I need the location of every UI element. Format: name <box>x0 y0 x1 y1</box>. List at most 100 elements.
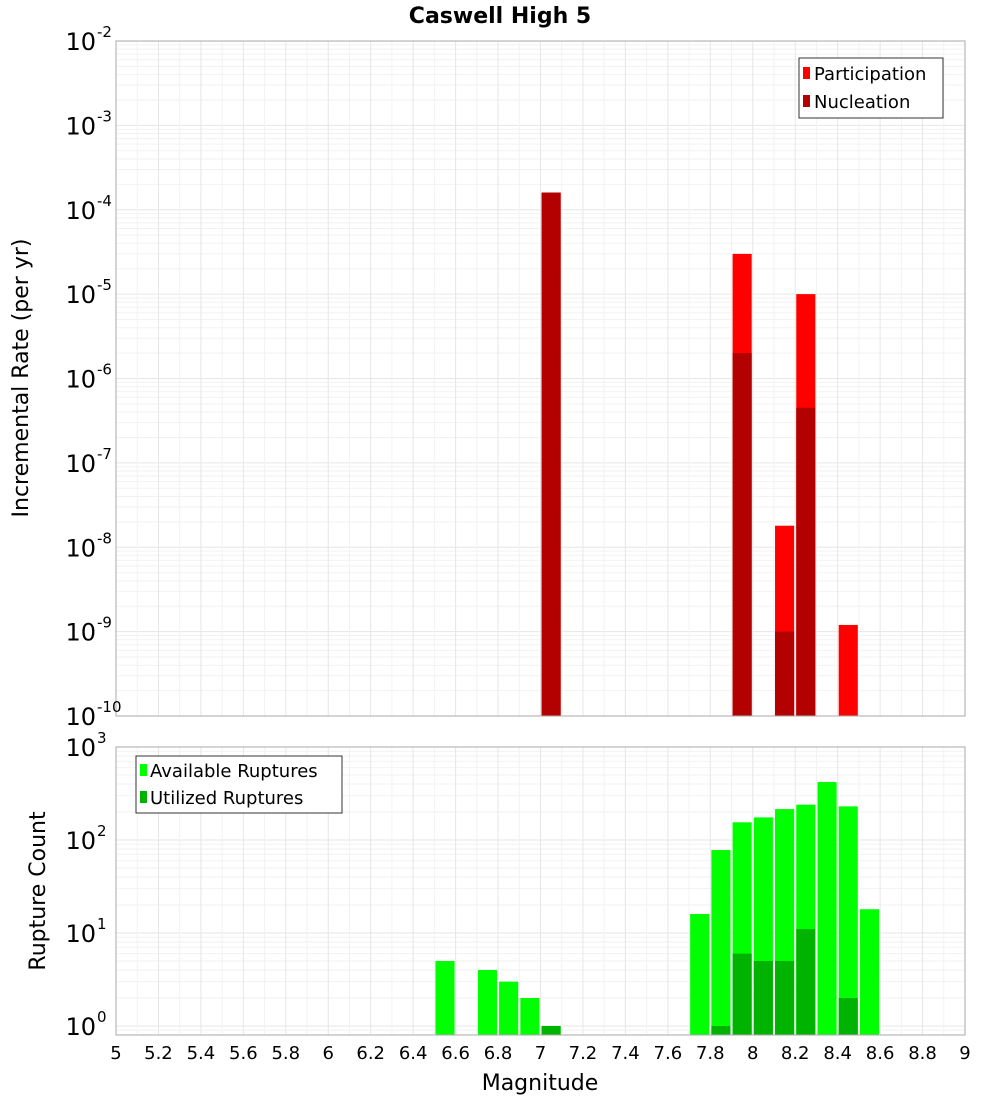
y-tick-base: 10 <box>65 534 96 562</box>
top-legend: Participation Nucleation <box>798 57 944 119</box>
y-tick-exponent: -5 <box>97 276 112 294</box>
x-tick-label: 7.6 <box>654 1043 683 1064</box>
y-tick-base: 10 <box>65 197 96 225</box>
y-tick-exponent: -4 <box>97 192 112 210</box>
bottom-bar-utilized-ruptures <box>753 960 773 1035</box>
legend-swatch-participation <box>803 67 810 79</box>
top-legend-box <box>798 57 944 119</box>
x-tick-label: 6.2 <box>356 1043 385 1064</box>
bottom-plot-frame <box>115 746 966 1036</box>
y-tick-label: 10 -4 <box>65 192 112 225</box>
top-bar-nucleation <box>775 631 795 716</box>
legend-label-available-ruptures: Available Ruptures <box>150 761 318 782</box>
bottom-bar-available-ruptures <box>711 850 731 1035</box>
legend-label-participation: Participation <box>814 64 926 85</box>
y-tick-base: 10 <box>65 366 96 394</box>
top-bars <box>541 192 858 717</box>
y-tick-label: 10 -5 <box>65 276 112 309</box>
top-bar-participation <box>838 624 858 716</box>
y-tick-base: 10 <box>65 28 96 56</box>
bottom-bar-utilized-ruptures <box>541 1025 561 1035</box>
bottom-bar-utilized-ruptures <box>711 1025 731 1035</box>
bottom-bars <box>435 782 880 1035</box>
bottom-bar-available-ruptures <box>520 997 540 1035</box>
y-tick-base: 10 <box>65 281 96 309</box>
x-tick-label: 8.2 <box>781 1043 810 1064</box>
y-tick-label: 10 3 <box>65 729 106 762</box>
bottom-bar-available-ruptures <box>477 969 497 1035</box>
x-tick-label: 8.4 <box>823 1043 852 1064</box>
y-tick-label: 10 2 <box>65 822 106 855</box>
y-tick-base: 10 <box>65 1013 96 1041</box>
top-y-axis-label: Incremental Rate (per yr) <box>9 239 34 518</box>
y-tick-label: 10 -10 <box>65 698 121 731</box>
bottom-bar-utilized-ruptures <box>796 929 816 1035</box>
y-tick-base: 10 <box>65 734 96 762</box>
y-tick-exponent: -6 <box>97 361 112 379</box>
y-tick-exponent: 2 <box>97 822 107 840</box>
x-tick-label: 5 <box>110 1043 121 1064</box>
y-tick-base: 10 <box>65 703 96 731</box>
y-tick-base: 10 <box>65 112 96 140</box>
y-tick-label: 10 -6 <box>65 361 112 394</box>
legend-swatch-nucleation <box>803 95 810 107</box>
bottom-bar-available-ruptures <box>838 806 858 1035</box>
y-tick-exponent: -9 <box>97 614 112 632</box>
x-tick-label: 5.8 <box>271 1043 300 1064</box>
bottom-legend-box <box>135 755 343 814</box>
top-bar-nucleation <box>541 192 561 717</box>
x-tick-label: 6.4 <box>399 1043 428 1064</box>
x-tick-label: 7.8 <box>696 1043 725 1064</box>
y-tick-label: 10 1 <box>65 915 106 948</box>
y-tick-label: 10 -3 <box>65 107 112 140</box>
y-tick-label: 10 -2 <box>65 23 112 56</box>
top-grid <box>115 41 966 717</box>
y-tick-exponent: -3 <box>97 107 112 125</box>
y-tick-base: 10 <box>65 920 96 948</box>
chart-title: Caswell High 5 <box>409 4 591 29</box>
x-tick-label: 5.4 <box>187 1043 216 1064</box>
bottom-y-axis-label: Rupture Count <box>26 811 51 971</box>
bottom-bar-available-ruptures <box>817 782 837 1035</box>
legend-label-nucleation: Nucleation <box>814 92 910 113</box>
legend-swatch-utilized-ruptures <box>140 791 147 803</box>
top-bar-nucleation <box>796 407 816 716</box>
y-tick-exponent: -10 <box>97 698 122 716</box>
x-tick-label: 5.6 <box>229 1043 258 1064</box>
bottom-bar-available-ruptures <box>499 981 519 1035</box>
bottom-bar-available-ruptures <box>435 960 455 1035</box>
x-tick-label: 7 <box>535 1043 546 1064</box>
x-tick-label: 5.2 <box>144 1043 173 1064</box>
y-tick-label: 10 0 <box>65 1008 106 1041</box>
legend-label-utilized-ruptures: Utilized Ruptures <box>150 788 303 809</box>
y-tick-label: 10 -7 <box>65 445 112 478</box>
x-axis-ticks: 5 5.2 5.4 5.6 5.8 6 6.2 6.4 6.6 6.8 7 7.2 7.4 7.6 7.8 8… <box>110 1043 970 1064</box>
x-tick-label: 7.4 <box>611 1043 640 1064</box>
y-tick-label: 10 -8 <box>65 529 112 562</box>
bottom-bar-available-ruptures <box>859 909 880 1035</box>
bottom-bar-utilized-ruptures <box>838 997 858 1035</box>
y-tick-base: 10 <box>65 827 96 855</box>
y-tick-exponent: -7 <box>97 445 112 463</box>
top-plot-frame <box>115 40 966 717</box>
y-tick-exponent: -8 <box>97 529 112 547</box>
bottom-bar-utilized-ruptures <box>732 953 752 1035</box>
x-tick-label: 8 <box>747 1043 758 1064</box>
legend-swatch-available-ruptures <box>140 764 147 776</box>
y-tick-base: 10 <box>65 619 96 647</box>
y-tick-exponent: 3 <box>97 729 107 747</box>
x-tick-label: 8.8 <box>908 1043 937 1064</box>
bottom-bar-utilized-ruptures <box>775 960 795 1035</box>
x-tick-label: 6.6 <box>441 1043 470 1064</box>
top-bar-nucleation <box>732 353 752 716</box>
y-tick-exponent: 1 <box>97 915 107 933</box>
bottom-legend: Available Ruptures Utilized Ruptures <box>135 755 343 814</box>
x-tick-label: 8.6 <box>866 1043 895 1064</box>
x-tick-label: 6 <box>323 1043 334 1064</box>
x-tick-label: 6.8 <box>484 1043 513 1064</box>
